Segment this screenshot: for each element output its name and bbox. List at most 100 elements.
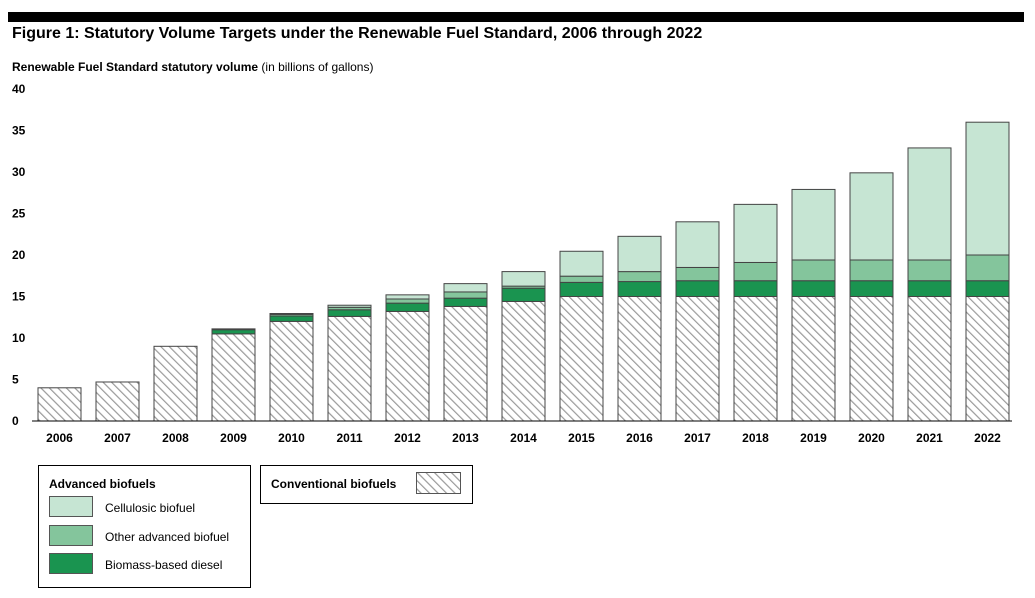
bar-2013	[443, 283, 488, 422]
bar-segment-conventional	[37, 387, 82, 422]
bar-segment-biomass-diesel	[849, 280, 894, 298]
bar-segment-other-advanced	[385, 298, 430, 304]
bar-segment-other-advanced	[965, 254, 1010, 282]
bar-segment-cellulosic	[675, 221, 720, 268]
legend-swatch-cellulosic	[49, 496, 93, 517]
bar-segment-conventional	[617, 296, 662, 422]
bar-2012	[385, 294, 430, 422]
bar-segment-cellulosic	[443, 283, 488, 293]
bar-segment-cellulosic	[733, 203, 778, 263]
bar-segment-biomass-diesel	[501, 287, 546, 302]
x-tick-label: 2013	[452, 431, 479, 445]
legend-conventional-title: Conventional biofuels	[271, 477, 397, 491]
bar-segment-biomass-diesel	[559, 281, 604, 298]
x-tick-label: 2020	[858, 431, 885, 445]
bar-segment-other-advanced	[617, 271, 662, 283]
bar-segment-conventional	[385, 310, 430, 422]
y-tick-label: 0	[12, 414, 19, 428]
bar-segment-biomass-diesel	[733, 280, 778, 298]
legend-swatch-conventional	[416, 472, 461, 494]
x-tick-label: 2018	[742, 431, 769, 445]
bar-segment-conventional	[211, 333, 256, 422]
bar-segment-conventional	[965, 296, 1010, 422]
bar-2009	[211, 328, 256, 422]
y-tick-label: 15	[12, 290, 26, 304]
bar-segment-conventional	[501, 300, 546, 422]
bar-segment-cellulosic	[269, 313, 314, 315]
legend-label-biomass-diesel: Biomass-based diesel	[105, 558, 223, 572]
figure-title: Figure 1: Statutory Volume Targets under…	[12, 25, 703, 42]
x-tick-label: 2014	[510, 431, 537, 445]
bar-2010	[269, 313, 314, 422]
bar-2016	[617, 235, 662, 422]
y-tick-label: 5	[12, 373, 19, 387]
bar-segment-conventional	[907, 296, 952, 422]
bar-segment-biomass-diesel	[965, 280, 1010, 298]
bar-segment-cellulosic	[907, 147, 952, 261]
top-rule	[8, 12, 1024, 22]
bar-segment-other-advanced	[849, 259, 894, 282]
legend-label-other-advanced: Other advanced biofuel	[105, 530, 230, 544]
x-tick-label: 2021	[916, 431, 943, 445]
y-tick-label: 25	[12, 207, 26, 221]
x-tick-label: 2016	[626, 431, 653, 445]
bar-segment-conventional	[153, 345, 198, 422]
y-axis-title: Renewable Fuel Standard statutory volume…	[12, 60, 373, 74]
x-tick-label: 2011	[336, 431, 362, 445]
legend-advanced: Advanced biofuels Cellulosic biofuel Oth…	[38, 465, 251, 588]
y-tick-label: 35	[12, 124, 26, 138]
x-tick-label: 2007	[104, 431, 131, 445]
y-axis: 0 5 10 15 20 25 30 35 40	[12, 82, 26, 428]
x-tick-label: 2008	[162, 431, 189, 445]
x-tick-label: 2022	[974, 431, 1001, 445]
bar-segment-cellulosic	[617, 235, 662, 273]
bar-segment-biomass-diesel	[443, 297, 488, 307]
x-tick-label: 2009	[220, 431, 247, 445]
x-tick-label: 2012	[394, 431, 421, 445]
bar-segment-biomass-diesel	[791, 280, 836, 298]
bar-2008	[153, 345, 198, 422]
y-tick-label: 20	[12, 248, 26, 262]
x-tick-label: 2006	[46, 431, 73, 445]
legend-advanced-title: Advanced biofuels	[49, 477, 156, 491]
bar-segment-conventional	[95, 381, 140, 422]
bar-2011	[327, 304, 372, 422]
bar-segment-other-advanced	[791, 259, 836, 282]
bar-segment-conventional	[559, 296, 604, 422]
bar-segment-conventional	[443, 305, 488, 422]
bar-segment-biomass-diesel	[617, 281, 662, 297]
bar-2015	[559, 250, 604, 422]
bar-segment-biomass-diesel	[385, 302, 430, 312]
legend-swatch-biomass-diesel	[49, 553, 93, 574]
bar-2006	[37, 387, 82, 422]
bar-segment-biomass-diesel	[269, 315, 314, 322]
bar-segment-conventional	[849, 296, 894, 422]
bar-2007	[95, 381, 140, 422]
y-tick-label: 30	[12, 165, 26, 179]
bar-segment-cellulosic	[849, 172, 894, 261]
x-tick-label: 2015	[568, 431, 595, 445]
y-tick-label: 40	[12, 82, 26, 96]
x-tick-label: 2010	[278, 431, 305, 445]
bar-segment-other-advanced	[443, 291, 488, 299]
bar-2017	[675, 221, 720, 422]
legend-label-cellulosic: Cellulosic biofuel	[105, 501, 196, 515]
x-axis: 2006 2007 2008 2009 2010 2011 2012 2013 2014 2015…	[46, 431, 1001, 445]
y-axis-units: (in billions of gallons)	[261, 60, 374, 74]
bar-segment-other-advanced	[733, 261, 778, 282]
legend-conventional: Conventional biofuels	[260, 465, 473, 504]
bar-segment-cellulosic	[965, 121, 1010, 256]
bar-segment-conventional	[733, 296, 778, 422]
bar-segment-other-advanced	[675, 266, 720, 282]
y-tick-label: 10	[12, 331, 26, 345]
bar-2019	[791, 188, 836, 422]
bar-segment-other-advanced	[211, 328, 256, 331]
bar-segment-biomass-diesel	[211, 329, 256, 335]
bar-segment-conventional	[791, 296, 836, 422]
bars	[37, 121, 1010, 422]
x-tick-label: 2019	[800, 431, 827, 445]
bar-segment-other-advanced	[559, 275, 604, 283]
bar-2022	[965, 121, 1010, 422]
bar-2021	[907, 147, 952, 422]
y-axis-label: Renewable Fuel Standard statutory volume	[12, 60, 259, 74]
